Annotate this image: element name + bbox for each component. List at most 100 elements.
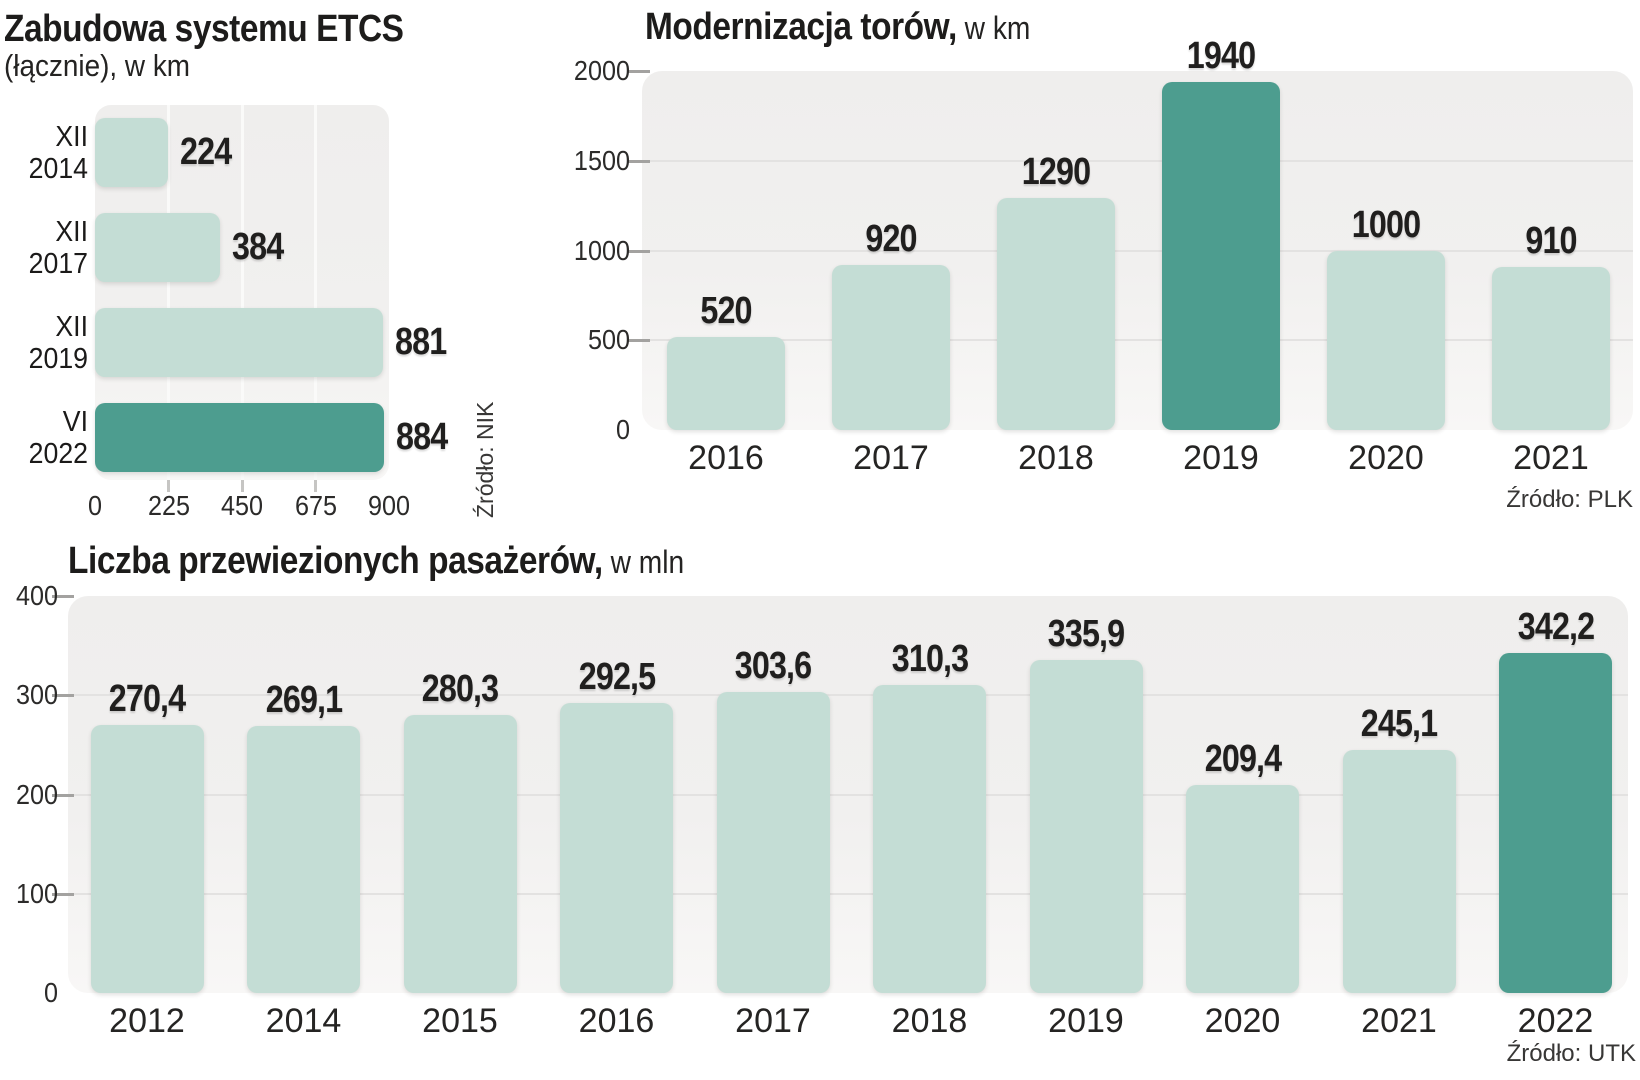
source-label: Źródło: PLK <box>1506 486 1633 513</box>
category-label: 2018 <box>1018 439 1094 477</box>
bar <box>667 336 785 430</box>
chart-title-bold: Liczba przewiezionych pasażerów, <box>68 540 603 582</box>
bar-value-label: 1290 <box>1021 151 1091 194</box>
gridline <box>642 249 1633 252</box>
bar-value-label: 224 <box>180 131 232 173</box>
category-label: 2021 <box>1513 439 1589 477</box>
bar-value-label: 269,1 <box>265 678 342 721</box>
tick-mark <box>52 595 74 598</box>
chart-title-bold: Zabudowa systemu ETCS <box>4 8 404 50</box>
bar <box>832 264 950 430</box>
chart-title: Zabudowa systemu ETCS <box>4 8 404 51</box>
source-label: Źródło: UTK <box>1506 1040 1636 1067</box>
category-label: 2014 <box>265 1002 342 1040</box>
axis-tick-label: 400 <box>15 580 58 611</box>
category-label: 2020 <box>1348 439 1424 477</box>
category-label: 2015 <box>422 1002 498 1040</box>
axis-tick-label: 1000 <box>573 234 630 266</box>
category-label-line: VI <box>62 405 88 438</box>
category-label: 2016 <box>578 1002 655 1040</box>
axis-tick-label: 900 <box>367 490 411 521</box>
axis-tick-label: 500 <box>587 324 630 356</box>
bar <box>1186 785 1299 993</box>
bar-highlighted <box>1162 81 1280 430</box>
gridline <box>68 793 1628 796</box>
axis-tick-label: 225 <box>147 490 190 521</box>
category-label: XII 2014 <box>7 118 88 187</box>
bar-value-label: 920 <box>865 217 917 260</box>
bar-value-label: 342,2 <box>1517 606 1594 649</box>
bar-value-label: 209,4 <box>1204 738 1281 781</box>
chart-subtitle: (łącznie), w km <box>4 48 191 83</box>
tick-mark <box>628 70 650 73</box>
axis-tick-label: 675 <box>294 490 337 521</box>
plot-area <box>642 71 1633 430</box>
bar <box>1342 749 1456 993</box>
bar <box>95 308 383 377</box>
axis-tick-label: 200 <box>15 778 58 810</box>
bar-value-label: 245,1 <box>1360 702 1438 745</box>
category-label: XII 2019 <box>7 308 88 377</box>
bar <box>247 725 360 993</box>
bar-value-label: 881 <box>394 321 447 363</box>
bar-value-label: 292,5 <box>578 655 655 698</box>
category-label: VI 2022 <box>7 403 88 472</box>
plot-area <box>68 596 1628 993</box>
tick-mark <box>628 249 650 253</box>
chart-title-bold: Modernizacja torów, <box>645 6 957 48</box>
bar <box>716 691 830 993</box>
category-label-line: 2022 <box>28 437 88 470</box>
chart-title-unit: w km <box>956 10 1031 46</box>
axis-tick-label: 1500 <box>573 144 630 176</box>
axis-tick-label: 2000 <box>573 55 630 86</box>
bar <box>90 724 204 993</box>
category-label-line: XII <box>55 120 88 153</box>
tick-mark <box>52 694 74 698</box>
bar-value-label: 1940 <box>1186 34 1256 77</box>
chart-title-unit: w mln <box>602 544 685 580</box>
chart-title: Modernizacja torów, w km <box>645 6 1030 49</box>
gridline <box>68 694 1628 697</box>
tick-mark <box>628 159 650 163</box>
category-label: 2017 <box>735 1002 811 1040</box>
category-label-line: 2017 <box>28 247 88 280</box>
bar <box>403 714 517 993</box>
tick-mark <box>167 480 170 492</box>
axis-tick-label: 0 <box>615 414 630 445</box>
bar <box>873 685 986 993</box>
category-label: 2017 <box>853 439 929 477</box>
bar <box>997 198 1115 430</box>
bar-value-label: 910 <box>1525 219 1577 262</box>
bar-value-label: 280,3 <box>421 667 499 710</box>
gridline <box>68 892 1628 895</box>
bar <box>95 213 221 282</box>
bar-value-label: 310,3 <box>891 638 968 681</box>
category-label: 2018 <box>891 1002 968 1040</box>
axis-tick-label: 0 <box>43 977 58 1008</box>
category-label-line: XII <box>55 215 88 248</box>
category-label: 2020 <box>1204 1002 1281 1040</box>
category-label: 2019 <box>1183 439 1259 477</box>
category-label: 2012 <box>109 1002 185 1040</box>
tick-mark <box>628 339 650 343</box>
bar <box>1327 250 1445 430</box>
chart-title: Liczba przewiezionych pasażerów, w mln <box>68 540 684 583</box>
bar <box>1029 659 1143 993</box>
category-label: 2021 <box>1361 1002 1437 1040</box>
tick-mark <box>240 480 244 492</box>
tick-mark <box>52 892 74 896</box>
category-label: 2016 <box>688 439 764 477</box>
category-label-line: XII <box>55 310 88 343</box>
axis-tick-label: 300 <box>15 679 58 711</box>
plot-area <box>95 105 389 480</box>
bar-value-label: 384 <box>232 226 284 268</box>
bar-value-label: 1000 <box>1351 203 1421 246</box>
bar-value-label: 303,6 <box>734 644 812 687</box>
bar <box>560 702 673 993</box>
bar-value-label: 520 <box>700 289 752 332</box>
bar <box>95 118 169 187</box>
gridline <box>167 105 170 480</box>
